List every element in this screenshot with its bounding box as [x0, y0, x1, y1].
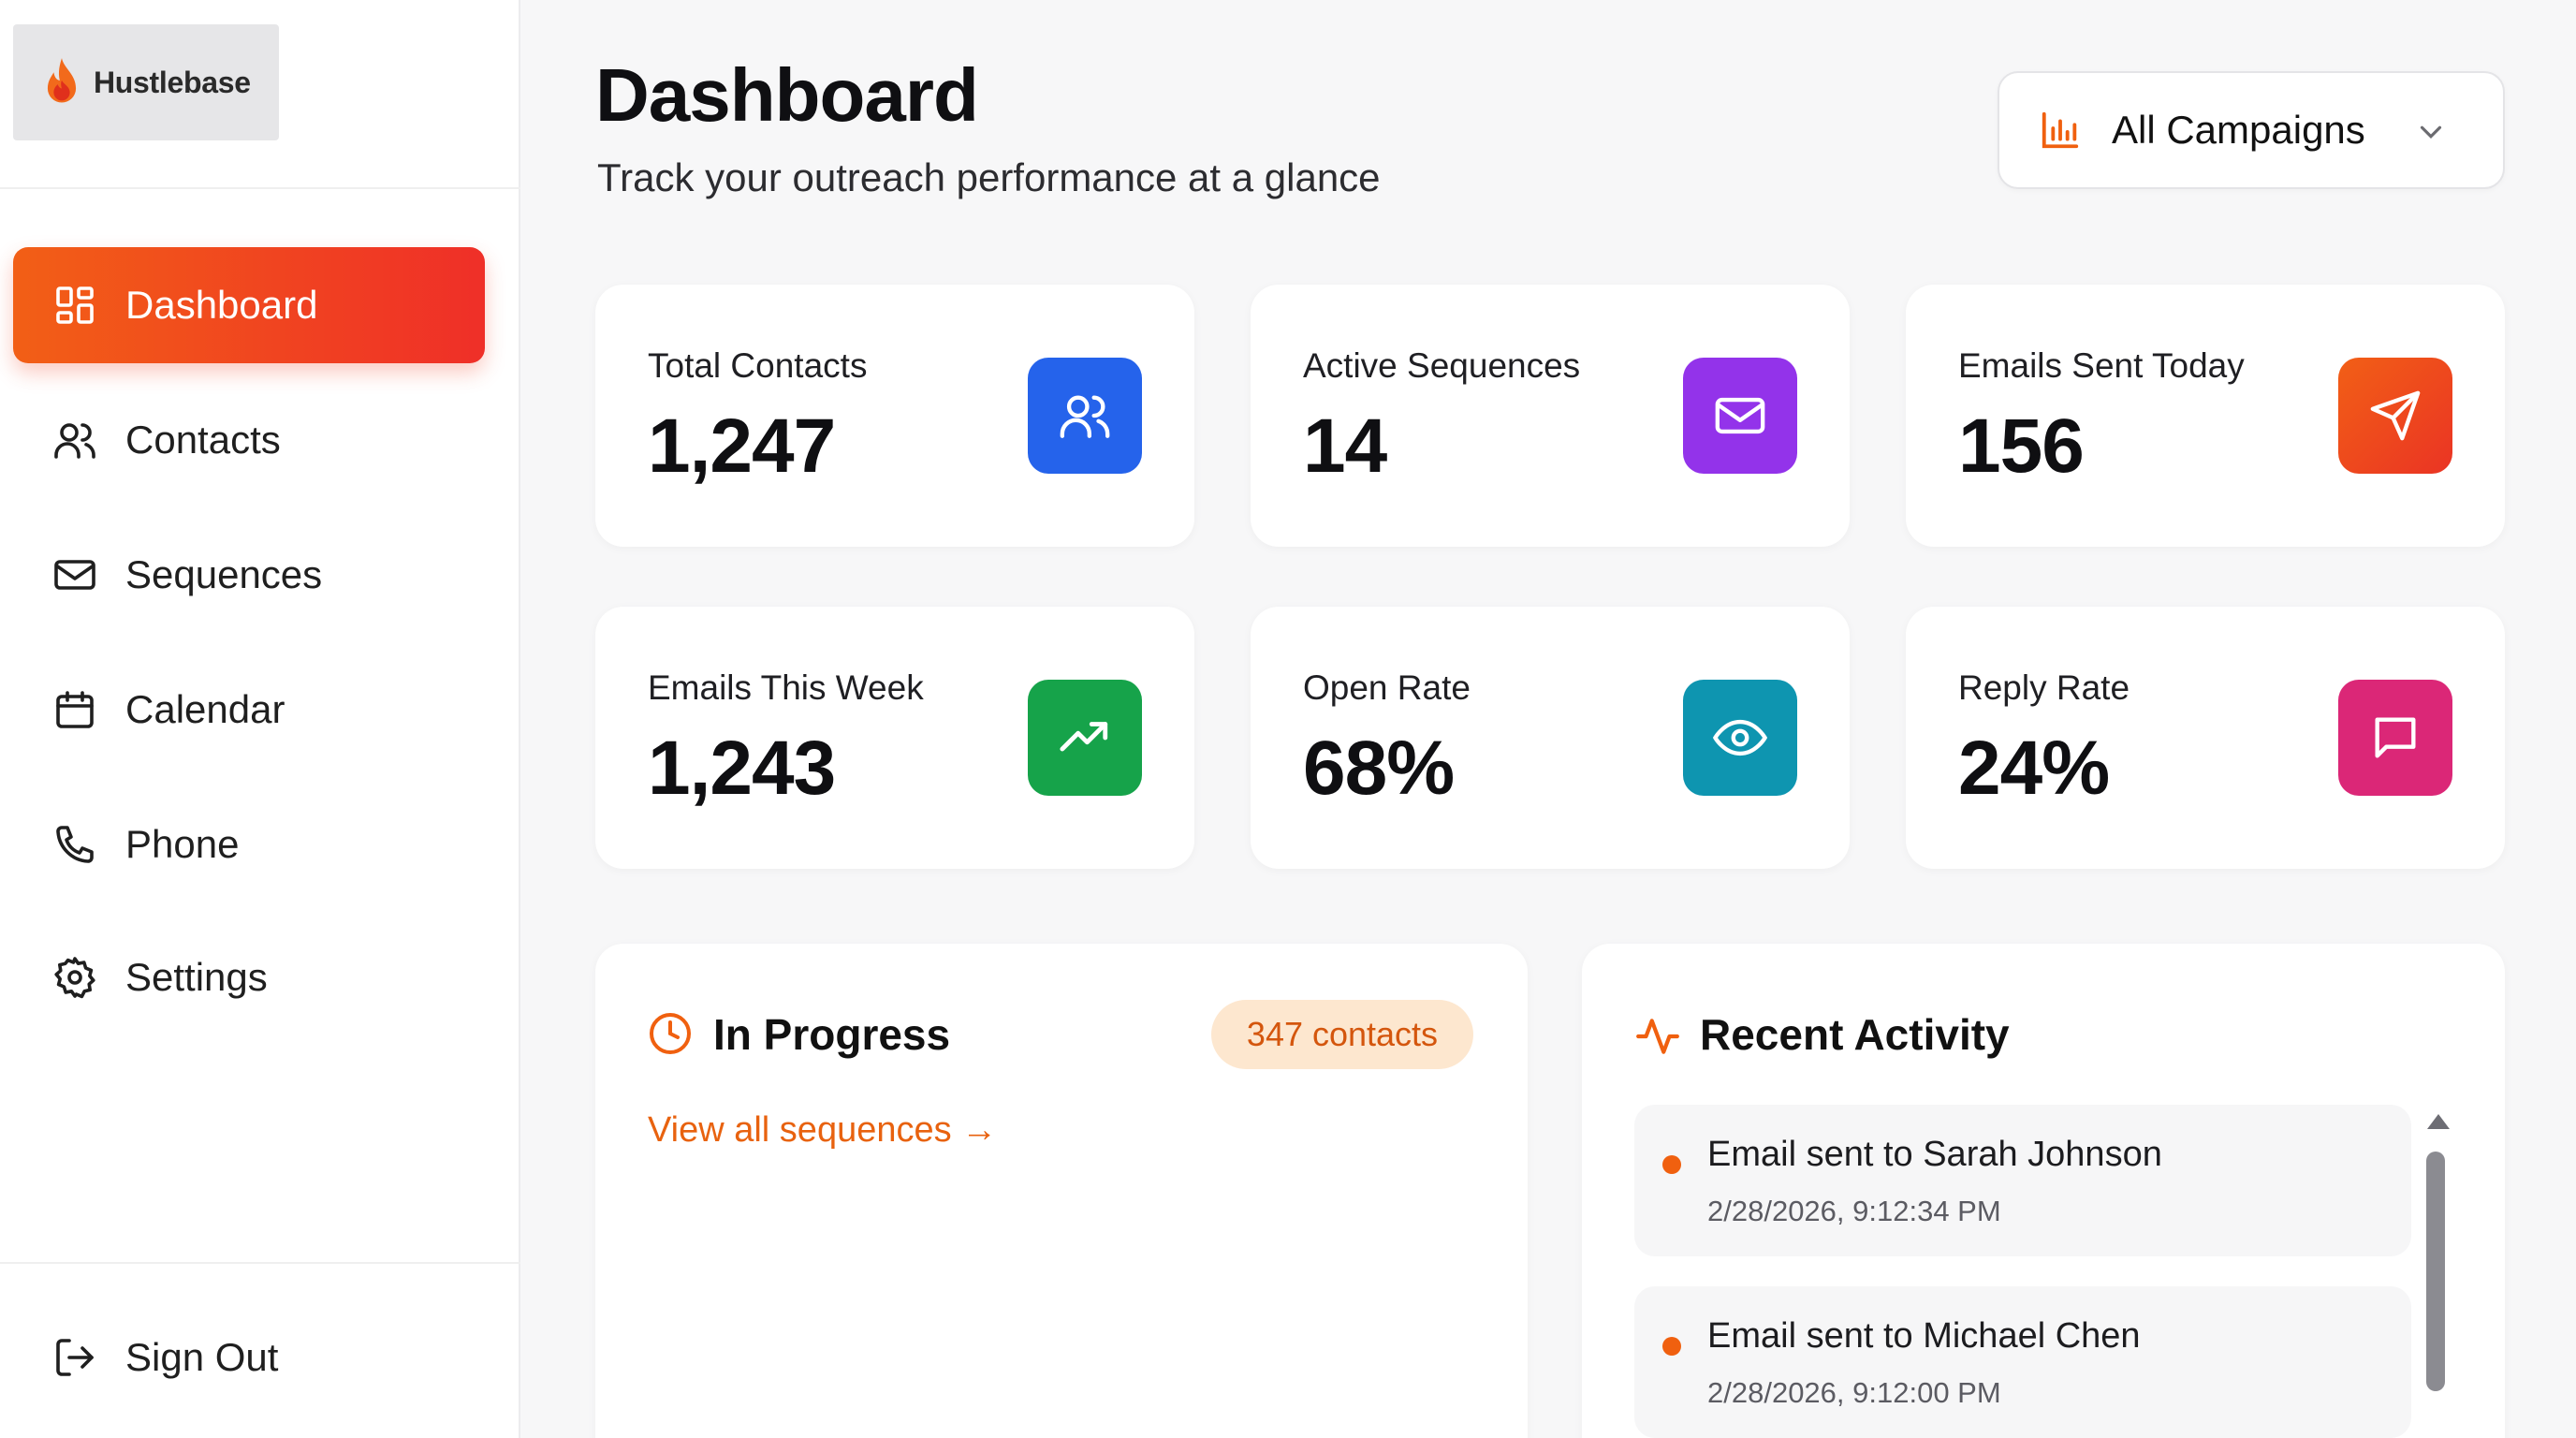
sidebar-item-label: Dashboard	[125, 283, 318, 327]
stat-icon-tile	[1683, 680, 1797, 796]
sidebar-item-calendar[interactable]: Calendar	[13, 652, 485, 768]
sidebar-item-settings[interactable]: Settings	[13, 919, 485, 1035]
bar-chart-icon	[2042, 111, 2079, 149]
stat-value: 24%	[1958, 726, 2110, 811]
send-icon	[2370, 390, 2421, 441]
activity-time: 2/28/2026, 9:12:34 PM	[1707, 1195, 2001, 1227]
in-progress-title: In Progress	[713, 1010, 951, 1059]
mail-icon	[1715, 397, 1765, 434]
view-all-sequences-link[interactable]: View all sequences →	[648, 1110, 998, 1150]
stat-value: 1,247	[648, 404, 836, 489]
activity-time: 2/28/2026, 9:12:00 PM	[1707, 1376, 2001, 1409]
in-progress-panel: In Progress 347 contacts View all sequen…	[595, 944, 1528, 1438]
stat-icon-tile	[2338, 358, 2452, 474]
sign-out-label: Sign Out	[125, 1335, 279, 1379]
stat-card-emails-this-week[interactable]: Emails This Week 1,243	[595, 607, 1194, 869]
stat-icon-tile	[1028, 358, 1142, 474]
stat-value: 1,243	[648, 726, 836, 811]
activity-text: Email sent to Michael Chen	[1707, 1316, 2141, 1356]
mail-icon	[54, 560, 95, 590]
recent-activity-panel: Recent Activity Email sent to Sarah John…	[1582, 944, 2505, 1438]
activity-text: Email sent to Sarah Johnson	[1707, 1135, 2162, 1174]
sidebar-item-label: Settings	[125, 955, 268, 999]
page-title: Dashboard	[595, 53, 979, 137]
recent-activity-title: Recent Activity	[1700, 1010, 2010, 1059]
activity-dot	[1662, 1155, 1681, 1174]
chevron-down-icon	[2420, 125, 2442, 139]
sidebar-item-sequences[interactable]: Sequences	[13, 517, 485, 633]
calendar-icon	[56, 691, 94, 728]
users-icon	[54, 423, 95, 459]
users-icon	[1060, 395, 1110, 438]
stat-card-total-contacts[interactable]: Total Contacts 1,247	[595, 285, 1194, 547]
contacts-count-badge: 347 contacts	[1211, 1000, 1473, 1069]
stat-label: Total Contacts	[648, 346, 868, 385]
sidebar-item-contacts[interactable]: Contacts	[13, 382, 485, 498]
stat-label: Open Rate	[1303, 668, 1471, 707]
stat-label: Emails This Week	[648, 668, 924, 707]
stat-card-reply-rate[interactable]: Reply Rate 24%	[1906, 607, 2505, 869]
sidebar-item-phone[interactable]: Phone	[13, 786, 485, 902]
flame-icon	[47, 58, 77, 103]
gear-icon	[54, 957, 95, 999]
clock-icon	[650, 1013, 691, 1054]
sidebar-divider	[0, 1262, 520, 1264]
activity-item[interactable]: Email sent to Michael Chen 2/28/2026, 9:…	[1634, 1286, 2411, 1438]
trending-up-icon	[1060, 722, 1108, 752]
stat-card-active-sequences[interactable]: Active Sequences 14	[1251, 285, 1850, 547]
brand-logo[interactable]: Hustlebase	[13, 24, 279, 140]
activity-dot	[1662, 1337, 1681, 1356]
message-icon	[2375, 717, 2416, 758]
stat-label: Emails Sent Today	[1958, 346, 2245, 385]
stat-value: 156	[1958, 404, 2085, 489]
stat-icon-tile	[2338, 680, 2452, 796]
stat-icon-tile	[1683, 358, 1797, 474]
sidebar-divider	[0, 187, 520, 189]
stat-value: 68%	[1303, 726, 1455, 811]
sidebar-item-label: Calendar	[125, 687, 285, 731]
logout-icon	[56, 1339, 94, 1376]
page-subtitle: Track your outreach performance at a gla…	[597, 155, 1381, 199]
scroll-up-arrow-icon[interactable]	[2427, 1114, 2450, 1129]
scroll-thumb[interactable]	[2426, 1152, 2445, 1391]
sidebar-item-label: Contacts	[125, 418, 281, 462]
activity-scrollbar[interactable]	[2424, 1114, 2450, 1438]
activity-icon	[1636, 1019, 1679, 1054]
sidebar-item-dashboard[interactable]: Dashboard	[13, 247, 485, 363]
stat-card-emails-sent-today[interactable]: Emails Sent Today 156	[1906, 285, 2505, 547]
stat-label: Active Sequences	[1303, 346, 1581, 385]
sign-out-button[interactable]: Sign Out	[13, 1299, 485, 1416]
stat-card-open-rate[interactable]: Open Rate 68%	[1251, 607, 1850, 869]
sidebar-item-label: Sequences	[125, 552, 323, 596]
stat-value: 14	[1303, 404, 1387, 489]
stat-label: Reply Rate	[1958, 668, 2130, 707]
brand-name: Hustlebase	[94, 65, 251, 99]
activity-item[interactable]: Email sent to Sarah Johnson 2/28/2026, 9…	[1634, 1105, 2411, 1256]
eye-icon	[1713, 719, 1767, 756]
grid-icon	[56, 286, 94, 324]
campaign-filter-value: All Campaigns	[2112, 108, 2365, 152]
sidebar-item-label: Phone	[125, 822, 240, 866]
sidebar: Hustlebase Dashboard Contacts Sequences …	[0, 0, 520, 1438]
campaign-filter-dropdown[interactable]: All Campaigns	[1998, 71, 2505, 189]
phone-icon	[56, 826, 94, 863]
stat-icon-tile	[1028, 680, 1142, 796]
